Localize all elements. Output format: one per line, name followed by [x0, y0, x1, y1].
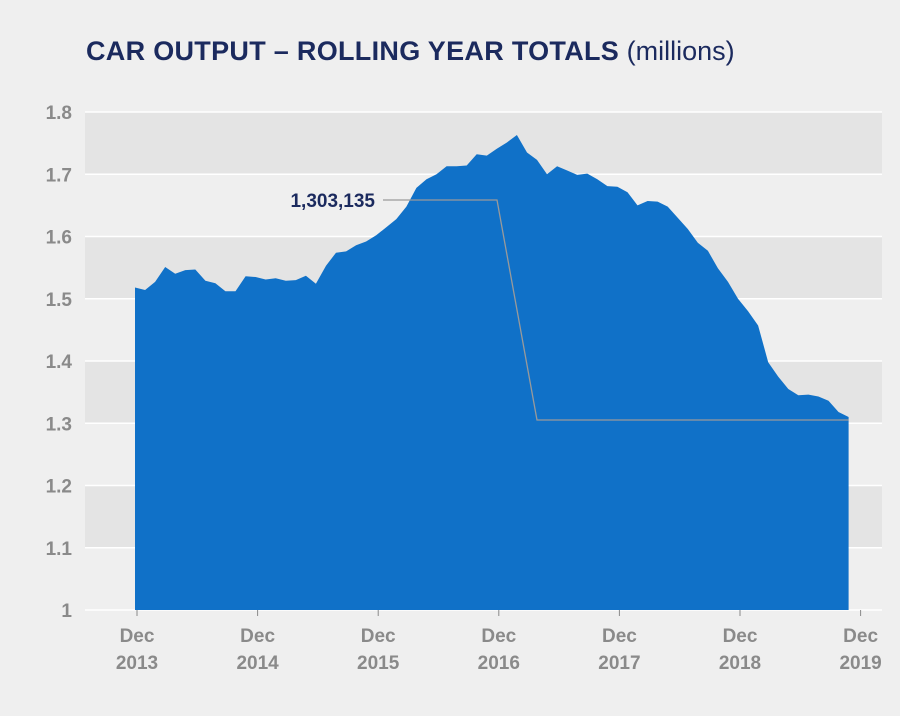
- x-tick-year: 2019: [839, 653, 881, 674]
- chart-title-unit: (millions): [626, 36, 735, 66]
- y-tick-label: 1.3: [46, 414, 72, 435]
- x-tick-year: 2017: [598, 653, 640, 674]
- y-tick-label: 1.7: [46, 165, 72, 186]
- y-tick-label: 1.1: [46, 539, 73, 560]
- x-tick-month: Dec: [240, 626, 275, 647]
- x-tick-year: 2014: [236, 653, 279, 674]
- x-tick-year: 2013: [116, 653, 158, 674]
- y-tick-label: 1.4: [46, 352, 73, 373]
- x-tick-month: Dec: [481, 626, 516, 647]
- x-tick-year: 2018: [719, 653, 761, 674]
- x-tick-year: 2016: [478, 653, 520, 674]
- x-tick-month: Dec: [602, 626, 637, 647]
- y-tick-label: 1.2: [46, 477, 72, 498]
- chart-title-main: CAR OUTPUT – ROLLING YEAR TOTALS: [86, 36, 620, 66]
- y-tick-label: 1: [61, 601, 72, 622]
- y-tick-label: 1.5: [46, 290, 73, 311]
- x-tick-month: Dec: [120, 626, 155, 647]
- series-area: [135, 135, 849, 610]
- x-tick-year: 2015: [357, 653, 400, 674]
- callout-leader-line: [383, 199, 849, 421]
- y-tick-label: 1.6: [46, 228, 72, 249]
- y-tick-label: 1.8: [46, 103, 72, 124]
- x-tick-month: Dec: [723, 626, 758, 647]
- callout-label: 1,303,135: [290, 191, 375, 212]
- x-tick-month: Dec: [843, 626, 878, 647]
- x-tick-month: Dec: [361, 626, 396, 647]
- chart-title: CAR OUTPUT – ROLLING YEAR TOTALS (millio…: [86, 36, 735, 67]
